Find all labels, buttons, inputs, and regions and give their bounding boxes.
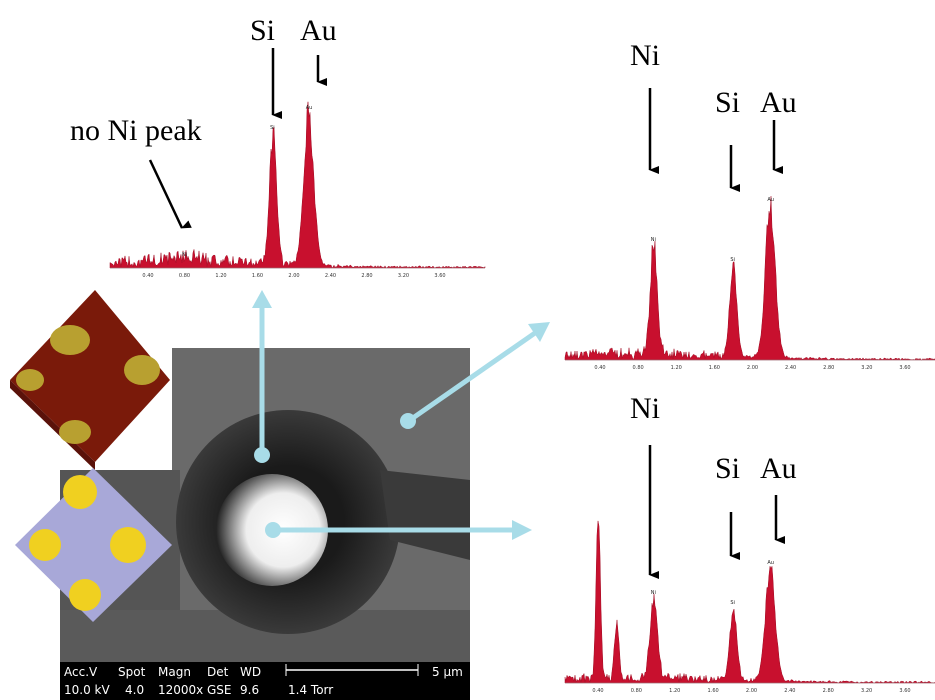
x-tick-label: 1.20 <box>671 365 682 371</box>
sem-value: 1.4 Torr <box>288 683 333 697</box>
peak-label: Au <box>306 105 313 111</box>
x-tick-label: 0.80 <box>633 365 644 371</box>
x-tick-label: 1.60 <box>252 273 263 279</box>
x-tick-label: 0.40 <box>594 365 605 371</box>
x-tick-label: 1.60 <box>708 688 719 694</box>
x-tick-label: 2.00 <box>746 688 757 694</box>
sem-label: WD <box>240 665 261 679</box>
x-tick-label: 3.60 <box>434 273 445 279</box>
sem-label: Acc.V <box>64 665 98 679</box>
sem-value: 9.6 <box>240 683 259 697</box>
peak-label: Au <box>767 560 774 566</box>
sem-label: Det <box>207 665 229 679</box>
x-tick-label: 3.20 <box>861 688 872 694</box>
x-tick-label: 0.40 <box>142 273 153 279</box>
sem-value: 10.0 kV <box>64 683 110 697</box>
figure: Acc.V Spot Magn Det WD 5 µm 10.0 kV 4.0 … <box>0 0 935 700</box>
x-tick-label: 2.80 <box>823 688 834 694</box>
label: Si <box>715 86 740 119</box>
sem-label: Spot <box>118 665 146 679</box>
label: Au <box>760 86 797 119</box>
peak-label: Si <box>730 600 735 606</box>
peak-label: Au <box>767 197 774 203</box>
x-tick-label: 0.80 <box>179 273 190 279</box>
x-tick-label: 2.00 <box>288 273 299 279</box>
x-tick-label: 1.20 <box>669 688 680 694</box>
sem-label: Magn <box>158 665 191 679</box>
label: Ni <box>630 39 660 72</box>
x-tick-label: 3.60 <box>899 688 910 694</box>
x-tick-label: 1.20 <box>215 273 226 279</box>
x-tick-label: 2.40 <box>325 273 336 279</box>
x-tick-label: 1.60 <box>709 365 720 371</box>
label: Au <box>760 452 797 485</box>
x-tick-label: 0.80 <box>631 688 642 694</box>
peak-label: Ni <box>182 252 187 258</box>
label: no Ni peak <box>70 114 202 147</box>
peak-label: Si <box>270 125 275 131</box>
label: Au <box>300 14 337 47</box>
x-tick-label: 2.80 <box>823 365 834 371</box>
label: Si <box>250 14 275 47</box>
spectrum <box>565 521 935 683</box>
sem-value: GSE <box>207 683 232 697</box>
sem-value: 4.0 <box>125 683 144 697</box>
x-tick-label: 3.20 <box>861 365 872 371</box>
afm-3d <box>10 290 170 470</box>
peak-label: Si <box>730 257 735 263</box>
x-tick-label: 2.00 <box>747 365 758 371</box>
x-tick-label: 2.80 <box>361 273 372 279</box>
peak-label: Ni <box>651 237 656 243</box>
x-tick-label: 3.20 <box>398 273 409 279</box>
spectrum <box>565 196 935 360</box>
x-tick-label: 2.40 <box>785 365 796 371</box>
label: Ni <box>630 392 660 425</box>
x-tick-label: 3.60 <box>899 365 910 371</box>
sem-value: 12000x <box>158 683 203 697</box>
label: Si <box>715 452 740 485</box>
sem-label: 5 µm <box>432 665 463 679</box>
x-tick-label: 0.40 <box>592 688 603 694</box>
peak-label: Ni <box>651 590 656 596</box>
x-tick-label: 2.40 <box>784 688 795 694</box>
